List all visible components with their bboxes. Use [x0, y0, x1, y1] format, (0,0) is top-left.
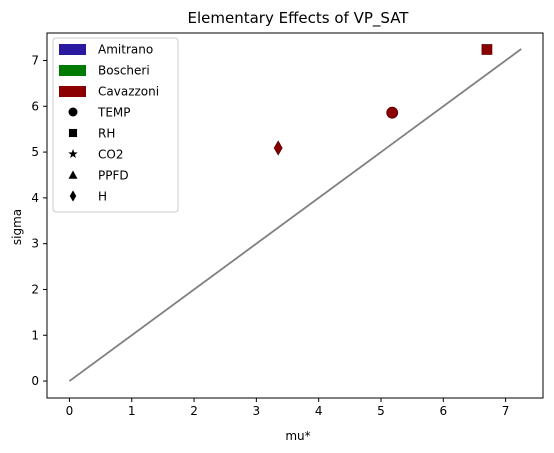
legend: Amitrano Boscheri Cavazzoni TEMP RH CO2 PPFD H [52, 37, 179, 213]
legend-marker [68, 107, 78, 117]
y-tick-label: 3 [31, 237, 39, 251]
reference-line [68, 48, 522, 382]
legend-label: Boscheri [98, 64, 150, 78]
y-tick-label: 4 [31, 191, 39, 205]
y-tick-label: 0 [31, 374, 39, 388]
legend-box [52, 37, 179, 213]
plot-area: 0 1 2 3 4 5 6 7 0 1 2 3 4 5 6 7 Amitrano Boscheri Cavazzon… [31, 32, 544, 418]
legend-swatch [59, 44, 86, 55]
legend-label: PPFD [98, 169, 129, 183]
legend-label: Cavazzoni [98, 85, 159, 99]
x-tick-label: 4 [315, 404, 323, 418]
y-axis-label: sigma [10, 209, 24, 245]
x-tick-label: 2 [190, 404, 198, 418]
y-tick-label: 1 [31, 328, 39, 342]
chart-title: Elementary Effects of VP_SAT [188, 9, 410, 28]
legend-label: CO2 [98, 148, 123, 162]
x-tick-label: 6 [439, 404, 447, 418]
legend-marker [69, 190, 77, 202]
legend-label: RH [98, 127, 115, 141]
y-tick-label: 7 [31, 53, 39, 67]
x-tick-label: 7 [502, 404, 510, 418]
legend-label: TEMP [97, 106, 131, 120]
data-point [386, 106, 399, 119]
y-tick-label: 6 [31, 99, 39, 113]
legend-swatch [59, 65, 86, 76]
axes-frame [46, 32, 544, 399]
x-axis-label: mu* [285, 429, 310, 443]
legend-marker [68, 128, 78, 138]
y-tick-label: 5 [31, 145, 39, 159]
legend-marker [68, 170, 78, 179]
x-tick-label: 5 [377, 404, 385, 418]
legend-marker [68, 149, 78, 158]
x-tick-label: 1 [128, 404, 136, 418]
data-point [481, 44, 493, 55]
legend-label: Amitrano [98, 43, 153, 57]
x-tick-label: 0 [66, 404, 74, 418]
legend-swatch [59, 86, 86, 97]
x-tick-label: 3 [253, 404, 261, 418]
data-point [273, 140, 283, 156]
y-tick-label: 2 [31, 282, 39, 296]
legend-label: H [98, 190, 107, 204]
